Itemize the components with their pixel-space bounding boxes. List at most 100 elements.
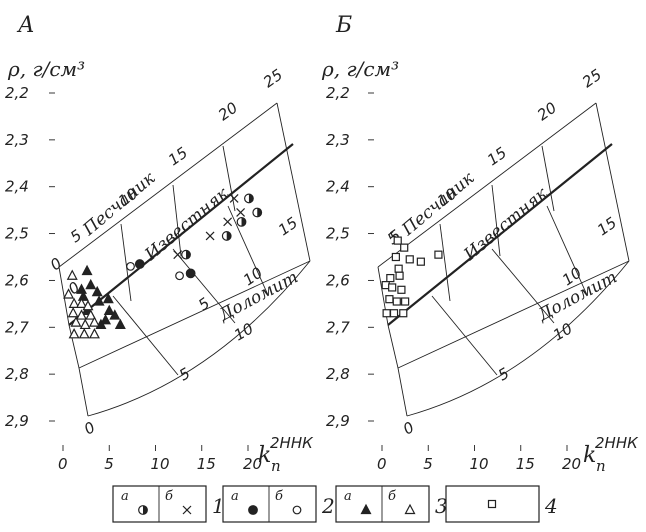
bottom-value-label: 0 (400, 418, 417, 438)
x-tick-label: 15 (516, 455, 535, 473)
x-tick-label: 5 (423, 455, 433, 473)
open-square-point (487, 499, 497, 509)
open-triangle-point (76, 297, 87, 308)
bottom-value-label: 0 (81, 418, 98, 438)
x-axis-label-sup: 2ННК (270, 434, 314, 452)
cross-point (236, 208, 246, 217)
open-square-point (393, 236, 402, 245)
legend-item-4: 4 (445, 485, 558, 523)
half-filled-circle-point (252, 207, 263, 218)
open-square-point (386, 273, 395, 283)
y-tick-label: 2,5 (326, 225, 350, 243)
x-tick-label: 10 (470, 455, 489, 473)
y-tick-label: 2,9 (5, 412, 29, 430)
legend-number: 4 (544, 494, 558, 518)
open-triangle-point (63, 288, 75, 299)
right-boundary (276, 102, 311, 262)
open-triangle-point (66, 269, 78, 280)
isoporosity-line (120, 223, 132, 302)
legend-number: 1 (212, 494, 225, 518)
isoporosity-line (491, 184, 501, 257)
y-tick-label: 2,7 (5, 318, 29, 336)
bottom-value-label: 5 (176, 364, 193, 384)
filled-triangle-point (93, 295, 105, 306)
filled-triangle-point (81, 264, 93, 276)
panel-letter: Б (335, 13, 352, 38)
legend-item-2: а б 2 (222, 485, 335, 523)
open-square-point (391, 252, 400, 262)
dolomite-line (397, 260, 630, 369)
legend-sub-b: б (388, 489, 396, 504)
filled-circle-point (248, 505, 258, 515)
sandstone-label: Песчаник (398, 168, 479, 241)
open-square-point (385, 295, 394, 304)
open-triangle-point (68, 328, 80, 339)
x-tick-label: 10 (151, 455, 170, 473)
bottom-value-label: 5 (495, 364, 512, 384)
half-filled-circle-point (236, 216, 247, 227)
y-tick-label: 2,7 (326, 318, 350, 336)
y-tick-label: 2,8 (326, 365, 350, 383)
y-tick-label: 2,4 (5, 178, 29, 196)
cross-point (182, 505, 192, 515)
x-axis-label: k (583, 443, 596, 468)
sandstone-line (377, 102, 597, 268)
open-square-point (389, 309, 399, 318)
cross-point (223, 217, 233, 227)
open-square-point (382, 309, 391, 318)
legend-sub-a: а (231, 489, 239, 504)
limestone-line (387, 143, 613, 326)
filled-triangle-point (102, 292, 114, 304)
isoporosity-line (227, 205, 269, 296)
x-axis-label-sub: п (271, 457, 281, 475)
open-square-point (392, 297, 401, 306)
open-circle-point (175, 271, 184, 281)
x-tick-label: 0 (377, 455, 387, 473)
legend-sub-a: а (121, 489, 129, 504)
series-2б (126, 261, 184, 281)
isoporosity-line (491, 248, 555, 324)
open-square-point (395, 271, 404, 280)
isoporosity-line (541, 145, 555, 212)
open-square-point (388, 283, 397, 292)
open-triangle-point (78, 328, 90, 339)
y-tick-label: 2,2 (5, 84, 29, 102)
y-tick-label: 2,3 (5, 131, 29, 149)
series-1а (181, 193, 263, 260)
y-axis-label: ρ, г/см³ (321, 57, 399, 81)
x-axis-label-sup: 2ННК (595, 434, 639, 452)
isoporosity-line (112, 295, 179, 376)
x-axis-label-sub: п (596, 457, 606, 475)
cross-point (229, 194, 239, 203)
open-square-point (434, 250, 443, 259)
isoporosity-line (172, 184, 182, 257)
panel-letter: А (16, 13, 35, 38)
legend-number: 2 (321, 494, 335, 518)
y-tick-label: 2,5 (5, 225, 29, 243)
sandstone-label: Песчаник (79, 168, 160, 241)
cross-point (173, 250, 183, 260)
left-boundary (377, 266, 408, 417)
open-triangle-point (67, 306, 79, 318)
legend-sub-b: б (275, 489, 283, 504)
filled-triangle-point (360, 503, 372, 515)
legend-number: 3 (435, 494, 448, 518)
legend-item-3: а б 3 (335, 485, 448, 523)
half-filled-circle-point (138, 505, 148, 515)
x-tick-label: 15 (197, 455, 216, 473)
x-tick-label: 5 (104, 455, 114, 473)
isoporosity-line (439, 223, 451, 302)
filled-triangle-point (114, 318, 126, 330)
legend-box (112, 485, 207, 523)
open-triangle-point (85, 309, 97, 320)
open-square-point (397, 285, 406, 294)
legend-item-1: а б 1 (112, 485, 225, 523)
bottom-curve (87, 260, 311, 417)
isoporosity-line (546, 205, 588, 296)
x-tick-label: 0 (58, 455, 68, 473)
isoporosity-line (172, 248, 236, 324)
series-1б (173, 194, 246, 260)
isoporosity-line (431, 295, 498, 376)
filled-triangle-point (85, 278, 97, 290)
